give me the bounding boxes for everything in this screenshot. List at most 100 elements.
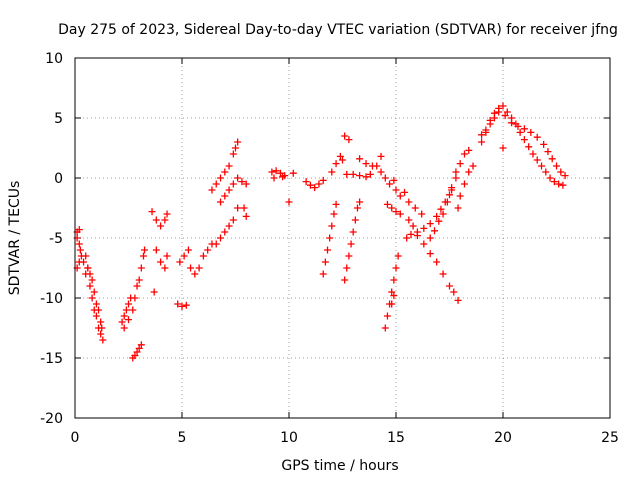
data-point [426,250,434,258]
x-tick-label: 5 [178,430,187,446]
data-point [221,192,229,200]
data-point [129,306,137,314]
y-tick-label: 0 [54,171,63,187]
data-point [356,198,364,206]
data-point [122,306,130,314]
data-point [148,208,156,216]
data-point [478,131,486,139]
data-point [92,300,100,308]
data-point [345,136,353,144]
data-point [452,168,460,176]
data-point [176,258,184,266]
data-point [450,288,458,296]
data-point [270,174,278,182]
data-point [495,104,503,112]
axis-ticks: 0 5 10 15 20 25 -20 -15 -10 -5 0 5 10 [40,51,619,446]
data-point [229,150,237,158]
data-point [240,204,248,212]
data-point [520,136,528,144]
y-tick-label: -15 [40,351,63,367]
data-point [332,200,340,208]
data-point [90,288,98,296]
data-point [452,174,460,182]
data-point [540,140,548,148]
data-point [435,217,443,225]
data-point [431,227,439,235]
data-point [187,264,195,272]
data-point [446,282,453,290]
data-point [390,176,398,184]
data-point [383,200,391,208]
data-point [229,216,237,224]
data-point [546,174,554,182]
data-point [306,181,314,189]
data-point [343,264,351,272]
data-point [195,264,203,272]
data-point [465,168,473,176]
data-point [141,246,149,254]
data-point [388,288,396,296]
series-arc-14 [341,198,364,284]
data-point [396,192,404,200]
data-point [548,155,556,163]
data-point [377,152,385,160]
data-point [433,212,441,220]
data-point [163,252,171,260]
data-point [311,184,319,192]
data-point [88,276,96,284]
data-point [217,198,225,206]
data-point [405,216,413,224]
data-point [97,330,105,338]
series-arc-15 [339,132,385,181]
data-point [98,324,106,332]
data-point [508,119,516,127]
data-point [503,108,511,116]
data-point [238,178,246,186]
series-arc-21 [454,162,477,212]
data-point [268,168,276,176]
data-point [135,276,143,284]
data-point [392,264,400,272]
data-point [448,186,456,194]
data-point [388,204,396,212]
data-point [131,294,139,302]
data-point [289,169,297,177]
data-point [229,180,237,188]
x-tick-label: 0 [71,430,80,446]
series-arc-7 [148,208,171,296]
data-point [242,212,250,220]
data-point [225,186,233,194]
data-point [490,109,498,117]
data-point [478,138,486,146]
data-point [426,220,434,228]
data-point [133,348,141,356]
series-arc-16 [381,252,402,332]
data-point [86,270,94,278]
data-point [285,198,293,206]
series-arc-11 [268,167,297,206]
data-point [446,191,453,199]
data-point [362,173,370,181]
data-point [328,222,336,230]
y-tick-label: -10 [40,291,63,307]
data-point [84,264,92,272]
data-point [133,282,141,290]
data-point [232,144,239,152]
data-point [178,302,186,310]
data-point [76,246,84,254]
data-point [324,246,332,254]
data-point [533,133,541,141]
x-tick-label: 15 [387,430,405,446]
data-point [163,210,171,218]
data-point [439,210,447,218]
data-point [221,168,229,176]
data-point [409,222,417,230]
data-point [437,205,445,213]
data-point [225,222,233,230]
data-point [212,240,220,248]
data-point [418,210,426,218]
data-point [343,170,351,178]
data-point [520,125,528,133]
x-tick-label: 25 [601,430,619,446]
